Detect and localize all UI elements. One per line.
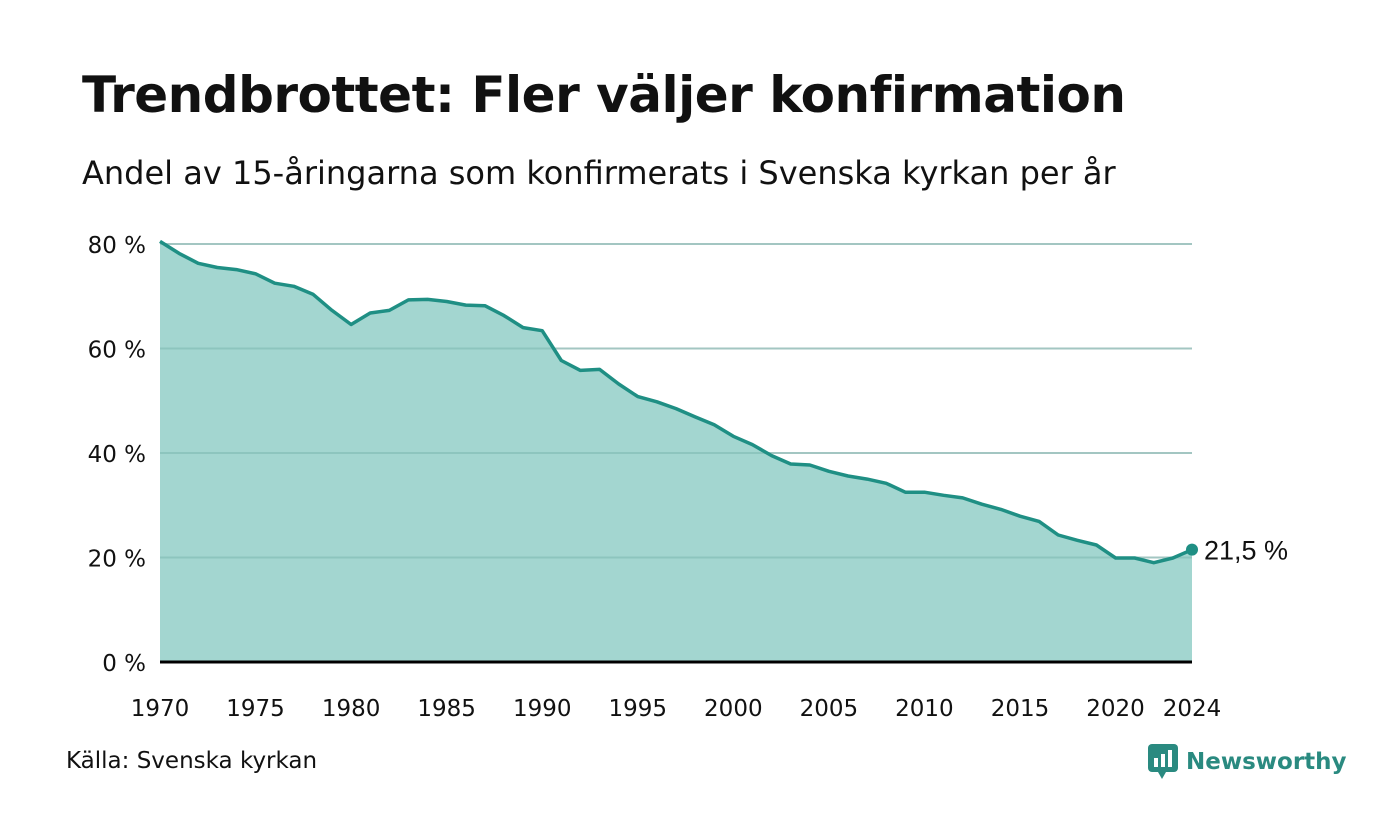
newsworthy-logo-text: Newsworthy	[1186, 749, 1347, 775]
y-tick-label: 0 %	[102, 651, 146, 677]
chart-subtitle: Andel av 15-åringarna som konfirmerats i…	[82, 154, 1116, 192]
x-tick-label: 1985	[417, 696, 476, 722]
last-value-annotation: 21,5 %	[1186, 536, 1288, 566]
x-tick-label: 1995	[609, 696, 668, 722]
x-tick-label: 2020	[1086, 696, 1145, 722]
x-tick-label: 2000	[704, 696, 763, 722]
x-tick-label: 2015	[991, 696, 1050, 722]
y-tick-label: 40 %	[88, 442, 146, 468]
last-value-dot	[1186, 543, 1198, 556]
newsworthy-logo: Newsworthy	[1148, 744, 1347, 780]
x-axis-ticks: 1970 1975 1980 1985 1990 1995 2000 2005 2010 2015…	[131, 696, 1222, 722]
x-tick-label: 1975	[226, 696, 285, 722]
y-tick-label: 80 %	[88, 233, 146, 259]
x-tick-label: 2005	[800, 696, 859, 722]
y-tick-label: 20 %	[88, 547, 146, 573]
x-tick-label: 1980	[322, 696, 381, 722]
last-value-label: 21,5 %	[1204, 536, 1288, 566]
series-line	[159, 239, 1193, 565]
newsworthy-logo-icon	[1148, 744, 1178, 779]
x-tick-label: 2024	[1163, 696, 1222, 722]
area-fill	[160, 241, 1192, 662]
y-tick-label: 60 %	[88, 338, 146, 364]
x-tick-label: 1970	[131, 696, 190, 722]
x-tick-label: 1990	[513, 696, 572, 722]
source-note: Källa: Svenska kyrkan	[66, 748, 318, 774]
x-tick-label: 2010	[895, 696, 954, 722]
chart-title: Trendbrottet: Fler väljer konfirmation	[82, 66, 1126, 124]
y-axis-ticks: 0 % 20 % 40 % 60 % 80 %	[88, 233, 146, 677]
